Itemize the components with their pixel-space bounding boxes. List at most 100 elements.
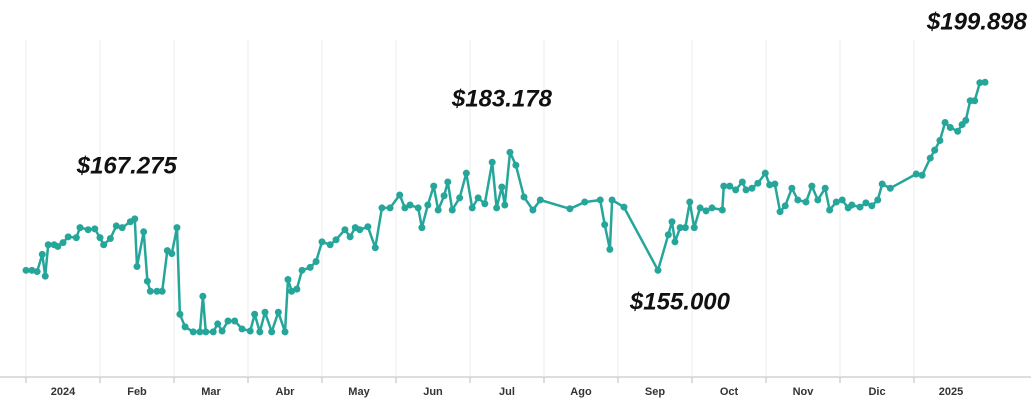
data-point [606, 245, 614, 253]
data-point [608, 196, 616, 204]
data-point [814, 196, 822, 204]
data-point [664, 231, 672, 239]
x-tick-label: Jun [423, 386, 443, 398]
data-point [214, 320, 222, 328]
x-tick-label: 2025 [939, 386, 963, 398]
data-point [732, 186, 740, 194]
data-point [168, 250, 176, 258]
data-point [826, 206, 834, 214]
data-point [886, 184, 894, 192]
x-tick-label: Nov [793, 386, 815, 398]
data-point [256, 328, 264, 336]
data-point [474, 194, 482, 202]
data-point [434, 206, 442, 214]
data-point [690, 224, 698, 232]
data-point [64, 233, 72, 241]
data-point [566, 205, 574, 213]
data-point [356, 226, 364, 234]
data-point [802, 198, 810, 206]
data-point [251, 310, 259, 318]
data-point [686, 198, 694, 206]
data-point [856, 203, 864, 211]
data-point [224, 317, 232, 325]
data-point [424, 201, 432, 209]
data-point [868, 202, 876, 210]
data-point [620, 203, 628, 211]
data-point [981, 78, 989, 86]
data-point [318, 238, 326, 246]
data-point [231, 317, 239, 325]
data-point [696, 204, 704, 212]
data-point [196, 328, 204, 336]
data-point [22, 266, 30, 274]
data-point [54, 242, 62, 250]
value-label: $155.000 [629, 289, 731, 316]
data-point [581, 198, 589, 206]
data-point [601, 221, 609, 229]
data-point [971, 97, 979, 105]
data-point [430, 182, 438, 190]
data-point [771, 180, 779, 188]
data-point [176, 310, 184, 318]
data-point [738, 178, 746, 186]
data-point [202, 328, 210, 336]
data-point [118, 224, 126, 232]
data-point [91, 225, 99, 233]
value-label: $199.898 [926, 9, 1028, 36]
data-point [681, 224, 689, 232]
data-point [444, 178, 452, 186]
data-point [341, 226, 349, 234]
data-point [498, 183, 506, 191]
data-point [100, 241, 108, 249]
value-label: $167.275 [76, 152, 178, 179]
data-point [941, 118, 949, 126]
data-point [931, 146, 939, 154]
data-point [246, 327, 254, 335]
data-point [726, 182, 734, 190]
x-tick-label: Mar [201, 386, 221, 398]
data-point [261, 308, 269, 316]
x-tick-label: Feb [127, 386, 147, 398]
data-point [268, 328, 276, 336]
data-point [33, 268, 41, 276]
data-point [848, 201, 856, 209]
data-point [838, 196, 846, 204]
data-point [878, 180, 886, 188]
data-point [862, 199, 870, 207]
x-tick-label: Abr [276, 386, 296, 398]
data-point [181, 323, 189, 331]
data-point [133, 263, 141, 271]
data-point [173, 224, 181, 232]
data-point [976, 79, 984, 87]
value-label: $183.178 [451, 86, 553, 113]
data-point [456, 194, 464, 202]
data-point [140, 228, 148, 236]
data-point [209, 328, 217, 336]
data-point [720, 182, 728, 190]
data-point [926, 154, 934, 162]
x-tick-label: Jul [499, 386, 515, 398]
x-tick-label: May [348, 386, 370, 398]
data-point [189, 328, 197, 336]
data-point [946, 124, 954, 132]
data-point [702, 207, 710, 215]
data-point [396, 191, 404, 199]
data-point [488, 158, 496, 166]
data-point [146, 287, 154, 295]
data-point [346, 233, 354, 241]
data-point [218, 327, 226, 335]
data-point [748, 184, 756, 192]
data-point [481, 200, 489, 208]
data-point [401, 204, 409, 212]
data-point [448, 206, 456, 214]
data-point [312, 258, 320, 266]
data-point [199, 292, 207, 300]
data-point [536, 196, 544, 204]
x-tick-label: Dic [868, 386, 885, 398]
x-tick-label: Ago [570, 386, 592, 398]
data-point [306, 263, 314, 271]
data-point [143, 277, 151, 285]
data-point [766, 181, 774, 189]
data-point [158, 287, 166, 295]
